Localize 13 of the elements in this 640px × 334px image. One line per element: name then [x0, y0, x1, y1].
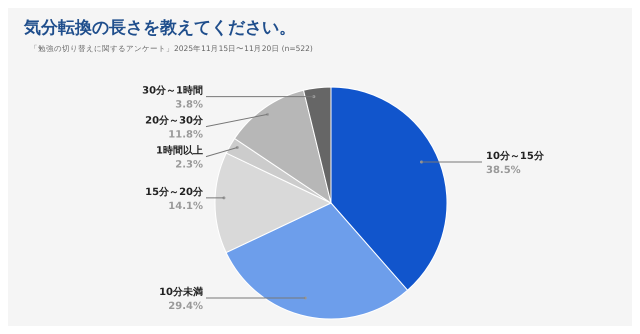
data-label: 2.3% [175, 160, 203, 171]
data-label: 11.8% [168, 130, 203, 141]
slice-label: 10分～15分 [486, 150, 545, 162]
chart-title: 気分転換の長さを教えてください。 [24, 17, 296, 39]
data-label: 29.4% [168, 300, 203, 312]
slice-label: 15分～20分 [145, 186, 204, 198]
slice-label: 30分～1時間 [142, 84, 203, 97]
slice-label: 20分～30分 [145, 114, 204, 127]
slice-label: 10分未満 [159, 286, 203, 298]
data-label: 14.1% [168, 200, 203, 212]
data-label: 38.5% [486, 165, 521, 176]
data-label: 3.8% [175, 100, 203, 111]
slice-label: 1時間以上 [156, 144, 203, 157]
